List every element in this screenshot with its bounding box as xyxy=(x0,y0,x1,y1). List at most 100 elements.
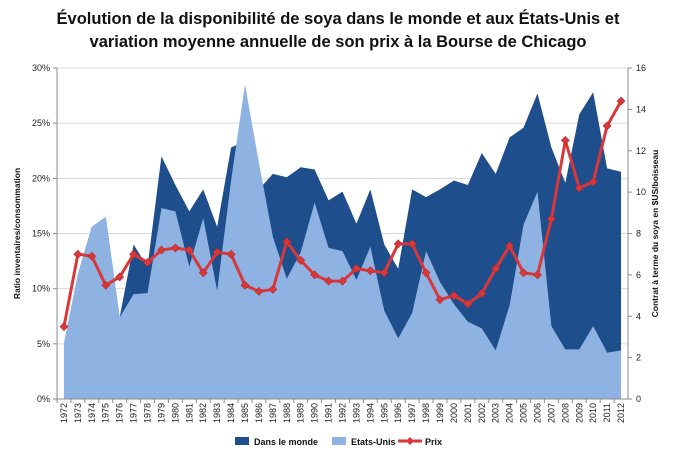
chart-title-line-1: Évolution de la disponibilité de soya da… xyxy=(56,10,620,28)
price-marker-1982 xyxy=(198,268,208,278)
price-marker-1991 xyxy=(324,276,333,286)
price-marker-2010 xyxy=(588,177,598,187)
price-marker-2000 xyxy=(449,291,459,300)
x-tick-label-2005: 2005 xyxy=(519,403,529,423)
left-tick-label-6: 30% xyxy=(32,63,50,73)
x-tick-label-1988: 1988 xyxy=(282,403,292,423)
price-marker-2008 xyxy=(560,135,570,145)
price-marker-1999 xyxy=(435,295,445,305)
x-tick-label-2002: 2002 xyxy=(477,403,487,423)
left-tick-label-1: 5% xyxy=(37,339,50,349)
x-tick-label-1985: 1985 xyxy=(240,403,250,423)
price-marker-1975 xyxy=(101,280,111,290)
x-tick-label-2011: 2011 xyxy=(602,403,612,422)
x-tick-label-2006: 2006 xyxy=(532,403,542,423)
price-marker-1996 xyxy=(393,239,403,249)
left-tick-label-2: 10% xyxy=(32,284,50,294)
price-marker-2005 xyxy=(519,268,528,278)
price-marker-2012 xyxy=(616,96,626,106)
legend-label-us: Etats-Unis xyxy=(351,437,396,447)
price-marker-1972 xyxy=(59,322,69,332)
legend-label-world: Dans le monde xyxy=(254,437,318,447)
left-tick-label-4: 20% xyxy=(32,173,50,183)
x-tick-label-1973: 1973 xyxy=(73,403,83,423)
x-tick-label-1990: 1990 xyxy=(310,403,320,423)
x-tick-label-1975: 1975 xyxy=(101,403,111,423)
price-marker-2009 xyxy=(574,183,584,193)
x-tick-label-1996: 1996 xyxy=(393,403,403,423)
x-tick-label-1980: 1980 xyxy=(170,403,180,423)
right-axis-title: Contrat à terme du soya en $US/boisseau xyxy=(650,150,660,318)
left-tick-label-0: 0% xyxy=(37,394,50,404)
x-tick-label-2010: 2010 xyxy=(588,403,598,423)
right-tick-label-6: 12 xyxy=(636,146,646,156)
x-tick-label-2012: 2012 xyxy=(616,403,626,423)
x-tick-label-2009: 2009 xyxy=(574,403,584,423)
price-marker-1988 xyxy=(282,237,292,247)
price-marker-1986 xyxy=(254,287,264,296)
price-marker-1994 xyxy=(365,266,375,276)
x-tick-label-1991: 1991 xyxy=(324,403,334,423)
price-marker-1997 xyxy=(407,239,417,249)
price-marker-1976 xyxy=(115,272,125,282)
x-tick-label-1979: 1979 xyxy=(156,403,166,423)
price-marker-1998 xyxy=(421,268,431,278)
price-marker-1974 xyxy=(87,251,97,261)
x-tick-label-1998: 1998 xyxy=(421,403,431,423)
price-marker-2007 xyxy=(546,214,556,224)
price-marker-2002 xyxy=(477,289,487,298)
right-tick-label-3: 6 xyxy=(636,270,641,280)
price-marker-2001 xyxy=(463,299,473,309)
x-tick-label-2004: 2004 xyxy=(505,403,515,423)
right-tick-label-4: 8 xyxy=(636,229,641,239)
left-axis-title: Ratio inventaires/consommation xyxy=(12,168,22,299)
price-marker-1993 xyxy=(352,264,361,274)
price-marker-2006 xyxy=(533,270,542,280)
right-tick-label-5: 10 xyxy=(636,187,646,197)
area-series-1 xyxy=(63,84,622,400)
x-tick-label-2007: 2007 xyxy=(546,403,556,423)
x-tick-label-1981: 1981 xyxy=(184,403,194,423)
x-tick-label-2000: 2000 xyxy=(449,403,459,423)
price-marker-1984 xyxy=(226,249,236,259)
price-marker-1973 xyxy=(73,249,83,259)
price-marker-1977 xyxy=(129,249,139,259)
x-tick-label-1994: 1994 xyxy=(365,403,375,423)
price-marker-1990 xyxy=(310,270,320,280)
price-marker-1980 xyxy=(170,243,180,253)
x-tick-label-2003: 2003 xyxy=(491,403,501,423)
price-marker-1995 xyxy=(379,268,389,278)
price-marker-1989 xyxy=(296,255,306,265)
right-tick-label-8: 16 xyxy=(636,63,646,73)
x-tick-label-1984: 1984 xyxy=(226,403,236,423)
right-tick-label-2: 4 xyxy=(636,311,641,321)
x-tick-label-1986: 1986 xyxy=(254,403,264,423)
price-marker-1981 xyxy=(184,245,194,255)
chart-title-line-2: variation moyenne annuelle de son prix à… xyxy=(89,33,587,51)
price-marker-1978 xyxy=(143,258,152,267)
x-tick-label-1978: 1978 xyxy=(143,403,153,423)
x-tick-label-2008: 2008 xyxy=(560,403,570,423)
x-tick-label-1974: 1974 xyxy=(87,403,97,423)
price-marker-1992 xyxy=(338,276,347,286)
x-tick-label-1993: 1993 xyxy=(351,403,361,423)
x-tick-label-2001: 2001 xyxy=(463,403,473,423)
price-marker-2011 xyxy=(602,121,612,131)
right-tick-label-1: 2 xyxy=(636,353,641,363)
x-tick-label-1999: 1999 xyxy=(435,403,445,423)
right-tick-label-7: 14 xyxy=(636,104,646,114)
x-tick-label-1977: 1977 xyxy=(129,403,139,423)
x-tick-label-1992: 1992 xyxy=(338,403,348,423)
left-tick-label-3: 15% xyxy=(32,229,50,239)
legend-label-price: Prix xyxy=(425,437,442,447)
legend-swatch-world xyxy=(235,437,249,445)
x-tick-label-1983: 1983 xyxy=(212,403,222,423)
x-tick-label-1997: 1997 xyxy=(407,403,417,423)
legend-swatch-us xyxy=(332,437,346,445)
price-marker-1985 xyxy=(240,280,250,290)
price-marker-1979 xyxy=(157,245,166,255)
right-tick-label-0: 0 xyxy=(636,394,641,404)
x-tick-label-1982: 1982 xyxy=(198,403,208,423)
